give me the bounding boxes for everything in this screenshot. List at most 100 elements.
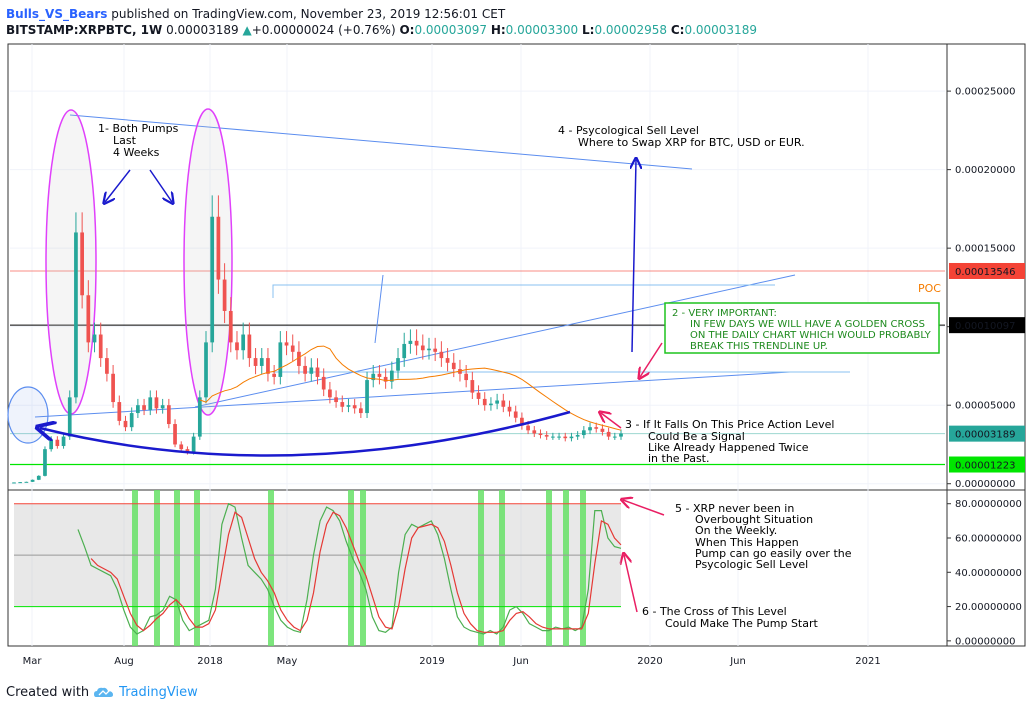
price-tick-label: 0.00025000 bbox=[955, 87, 1015, 98]
price-label-box bbox=[949, 425, 1025, 442]
price-tick-label: 0.00020000 bbox=[955, 165, 1015, 176]
candle-body bbox=[74, 232, 78, 398]
osc-tick-label: 60.00000000 bbox=[955, 534, 1022, 545]
candle-body bbox=[228, 310, 233, 343]
close-label: C: bbox=[670, 23, 685, 37]
candle-body bbox=[581, 430, 586, 436]
candle-body bbox=[303, 365, 307, 374]
stochastic-oscillator bbox=[14, 490, 622, 646]
last-price: 0.00003189 bbox=[166, 23, 239, 37]
range-box bbox=[272, 284, 775, 298]
candle-body bbox=[538, 433, 543, 436]
candle-body bbox=[427, 348, 431, 351]
time-tick-label: Jun bbox=[729, 656, 746, 667]
candle-body bbox=[30, 479, 35, 482]
candle-body bbox=[371, 373, 376, 381]
pump-ellipse-1 bbox=[45, 109, 97, 415]
candle-body bbox=[408, 340, 413, 344]
candle-body bbox=[278, 342, 283, 377]
candle-body bbox=[210, 216, 215, 343]
price-label-text: 0.00010097 bbox=[955, 321, 1015, 332]
low-value: 0.00002958 bbox=[594, 23, 667, 37]
candle-body bbox=[204, 342, 208, 398]
candle-body bbox=[55, 439, 60, 447]
price-change: +0.00000024 (+0.76%) bbox=[251, 23, 396, 37]
candle-body bbox=[420, 345, 425, 351]
candle-body bbox=[173, 424, 177, 445]
poc-label: POC bbox=[918, 282, 941, 295]
signal-bar bbox=[499, 490, 505, 646]
time-tick-label: May bbox=[277, 656, 298, 667]
candle-body bbox=[569, 436, 574, 439]
psych-trendline bbox=[69, 114, 693, 170]
arrow-curve-back bbox=[40, 410, 571, 457]
arrow-overbought bbox=[623, 500, 665, 516]
annotation-6: 6 - The Cross of This Level Could Make T… bbox=[642, 605, 819, 630]
signal-bar bbox=[478, 490, 484, 646]
high-label: H: bbox=[490, 23, 506, 37]
candle-body bbox=[98, 334, 103, 359]
candle-body bbox=[253, 358, 258, 366]
candle-body bbox=[352, 405, 357, 409]
open-label: O: bbox=[399, 23, 415, 37]
main-pane-frame bbox=[7, 43, 1026, 491]
candle-body bbox=[321, 376, 326, 390]
arrow-golden-cross bbox=[640, 342, 663, 377]
candle-body bbox=[284, 342, 289, 346]
price-label-box bbox=[949, 262, 1025, 279]
ohlc-line: BITSTAMP:XRPBTC, 1W 0.00003189 ▲+0.00000… bbox=[6, 22, 757, 38]
signal-bar bbox=[360, 490, 366, 646]
publish-line: Bulls_VS_Bears published on TradingView.… bbox=[6, 6, 757, 22]
price-label-box bbox=[949, 317, 1025, 334]
time-tick-label: 2020 bbox=[637, 656, 662, 667]
time-tick-label: Jun bbox=[512, 656, 529, 667]
annotation-3: 3 - If It Falls On This Price Action Lev… bbox=[625, 418, 838, 465]
candle-body bbox=[594, 427, 599, 429]
candle-body bbox=[445, 358, 450, 363]
candle-body bbox=[136, 405, 140, 414]
price-label-text: 0.00013546 bbox=[955, 267, 1015, 278]
price-label-text: 0.00001223 bbox=[955, 461, 1015, 472]
annotation-2-box bbox=[664, 302, 940, 354]
candle-body bbox=[482, 398, 487, 406]
price-levels bbox=[10, 270, 945, 466]
stoch-d-line bbox=[90, 511, 622, 633]
low-label: L: bbox=[582, 23, 595, 37]
arrow-price-level bbox=[601, 413, 622, 429]
candle-body bbox=[396, 358, 400, 371]
candle-body bbox=[575, 435, 580, 437]
candle-body bbox=[43, 449, 47, 476]
candle-body bbox=[105, 358, 109, 374]
candle-body bbox=[377, 373, 382, 377]
close-value: 0.00003189 bbox=[684, 23, 757, 37]
range-box-spike bbox=[374, 274, 384, 344]
candle-body bbox=[544, 435, 549, 437]
candle-body bbox=[12, 482, 16, 484]
candle-body bbox=[49, 439, 54, 450]
candle-body bbox=[179, 444, 184, 450]
arrow-oversold-cross bbox=[624, 555, 638, 613]
author-name[interactable]: Bulls_VS_Bears bbox=[6, 7, 108, 21]
candle-body bbox=[117, 402, 122, 421]
rising-trendline bbox=[194, 274, 796, 408]
candle-body bbox=[433, 348, 438, 352]
candle-body bbox=[563, 436, 568, 439]
annotation-2: 2 - VERY IMPORTANT: IN FEW DAYS WE WILL … bbox=[672, 308, 934, 352]
candle-body bbox=[241, 334, 246, 351]
time-tick-label: 2019 bbox=[419, 656, 444, 667]
candles bbox=[12, 195, 623, 484]
stoch-k-line bbox=[77, 502, 622, 635]
candle-body bbox=[495, 400, 499, 404]
candle-body bbox=[309, 367, 314, 374]
candle-body bbox=[191, 436, 196, 453]
candle-body bbox=[328, 389, 332, 398]
tradingview-link[interactable]: TradingView bbox=[119, 685, 198, 700]
signal-bar bbox=[194, 490, 200, 646]
time-axis: Mar Aug 2018 May 2019 Jun 2020 Jun 2021 bbox=[23, 656, 881, 667]
osc-pane-frame bbox=[7, 489, 1026, 647]
price-tick-label: 0.00000000 bbox=[955, 479, 1015, 490]
price-tick-label: 0.00005000 bbox=[955, 401, 1015, 412]
signal-bar bbox=[348, 490, 354, 646]
candle-body bbox=[389, 370, 394, 382]
